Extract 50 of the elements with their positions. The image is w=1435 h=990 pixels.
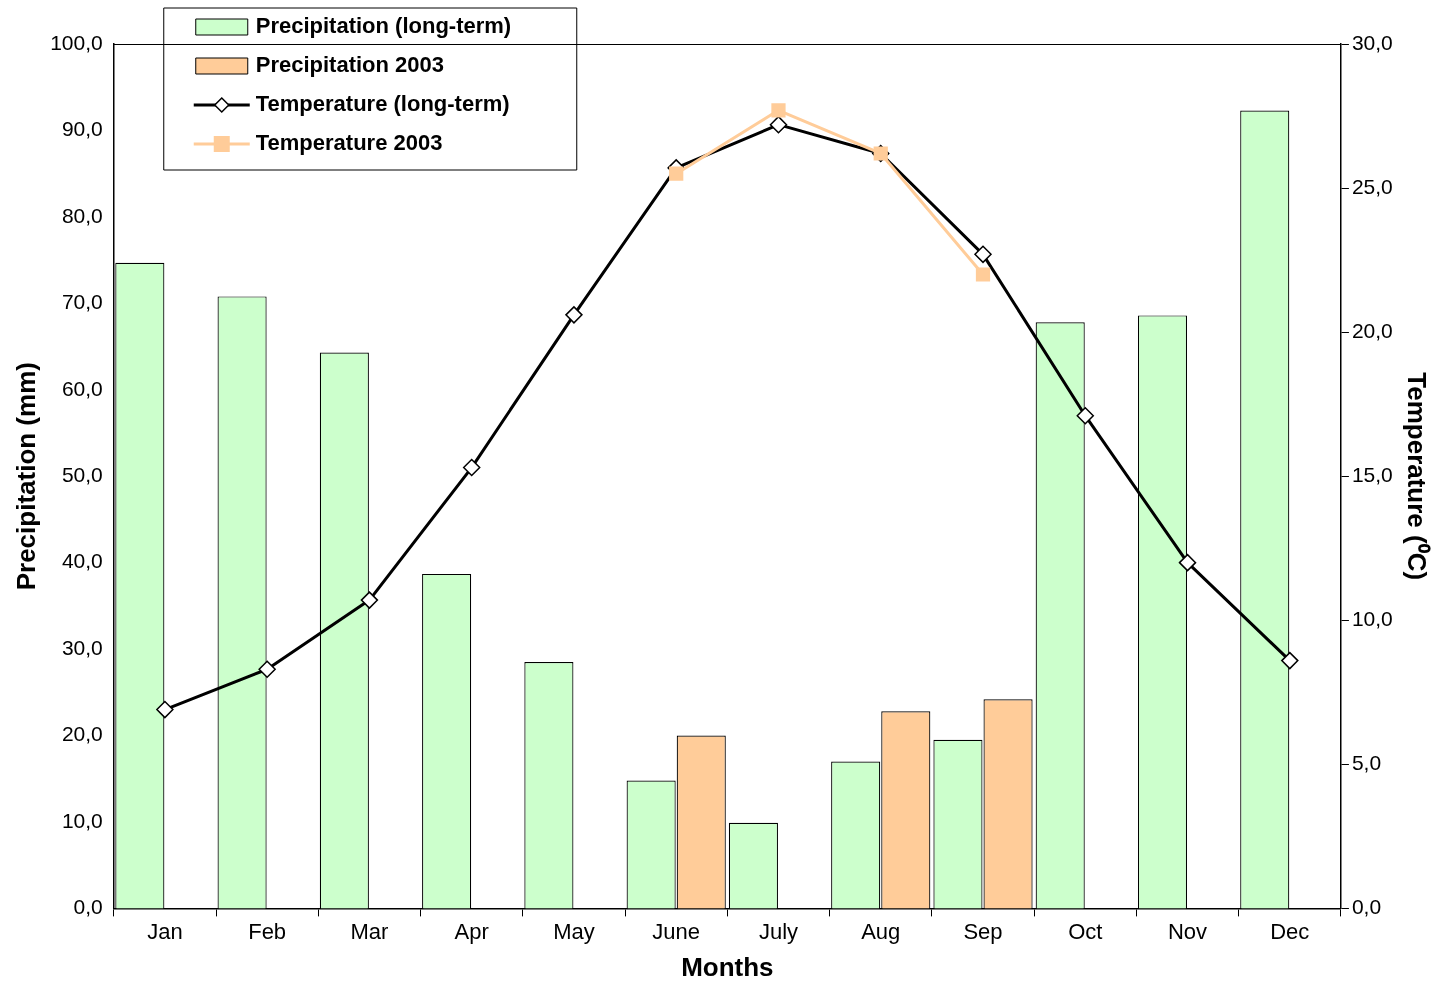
point	[156, 700, 174, 719]
x-tick-label: June	[652, 918, 701, 944]
x-tick-label: Aug	[861, 918, 901, 944]
x-tick-label: Sep	[963, 918, 1003, 944]
y-tick-label: 10,0	[61, 808, 103, 832]
point	[360, 591, 379, 609]
y-tick-label: 20,0	[61, 722, 103, 746]
x-tick-label: Dec	[1270, 918, 1310, 944]
point	[462, 458, 481, 477]
y2-tick-label: 20,0	[1351, 318, 1393, 342]
x-tick-label: May	[553, 918, 595, 944]
y2-tick-label: 10,0	[1351, 607, 1393, 631]
point	[974, 245, 992, 264]
y-tick-label: 60,0	[61, 376, 103, 400]
y2-tick-label: 0,0	[1351, 895, 1382, 919]
x-tick-label: Oct	[1068, 918, 1103, 944]
x-tick-label: Mar	[350, 918, 389, 944]
point	[258, 660, 276, 678]
y-tick-label: 50,0	[61, 463, 103, 486]
point	[769, 115, 788, 134]
x-tick-label: July	[758, 918, 799, 944]
point	[1076, 406, 1095, 425]
x-axis-title: Months	[681, 951, 774, 982]
x-tick-label: Jan	[147, 918, 183, 944]
y-tick-label: 40,0	[61, 549, 103, 573]
y-tick-label: 70,0	[61, 290, 103, 314]
point	[975, 267, 991, 282]
point	[565, 306, 583, 324]
legend-label: Temperature 2003	[255, 130, 443, 156]
y-axis-title: Precipitation (mm)	[10, 362, 41, 591]
legend-label: Temperature (long-term)	[255, 91, 510, 117]
y-tick-label: 100,0	[50, 30, 103, 54]
legend-label: Precipitation (long-term)	[255, 13, 512, 39]
x-tick-label: Nov	[1167, 918, 1208, 944]
y2-tick-label: 5,0	[1351, 751, 1382, 775]
y2-tick-label: 30,0	[1351, 30, 1393, 54]
y-tick-label: 80,0	[61, 203, 103, 227]
y-tick-label: 0,0	[73, 895, 103, 919]
point	[1178, 553, 1197, 572]
point	[669, 166, 684, 181]
point	[1281, 651, 1299, 670]
point	[771, 103, 786, 118]
y2-tick-label: 25,0	[1351, 174, 1393, 198]
y2-axis-title: Temperature (⁰C)	[1402, 372, 1433, 581]
legend-label: Precipitation 2003	[255, 52, 445, 78]
y-tick-label: 90,0	[61, 117, 103, 141]
x-tick-label: Feb	[248, 918, 287, 944]
y-tick-label: 30,0	[61, 635, 103, 659]
x-tick-label: Apr	[454, 918, 489, 944]
y2-tick-label: 15,0	[1351, 463, 1393, 486]
